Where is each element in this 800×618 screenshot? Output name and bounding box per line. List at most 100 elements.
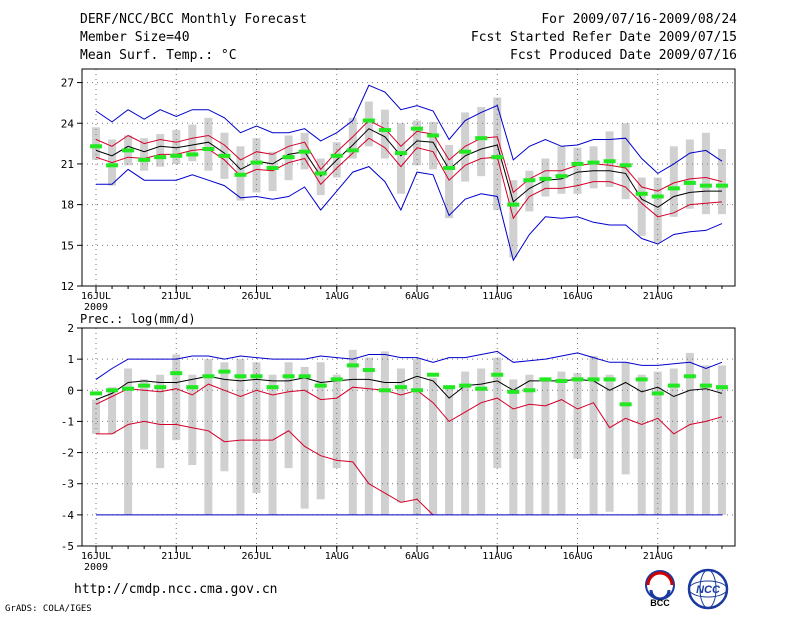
- prec-box: [541, 377, 550, 515]
- temp-line-mean: [95, 128, 722, 208]
- prec-median-marker: [186, 385, 199, 390]
- temp-box: [701, 132, 710, 215]
- temp-xtick-label: 6AUG: [405, 291, 429, 302]
- temp-median-marker: [603, 159, 616, 164]
- temp-year-label: 2009: [84, 302, 108, 313]
- prec-box: [140, 379, 149, 450]
- temp-median-marker: [571, 161, 584, 166]
- temp-median-marker: [154, 155, 167, 160]
- prec-median-marker: [571, 377, 584, 382]
- prec-box: [172, 354, 181, 441]
- temp-box: [557, 146, 566, 194]
- prec-median-marker: [667, 383, 680, 388]
- grads-credit: GrADS: COLA/IGES: [5, 604, 92, 614]
- prec-median-marker: [362, 368, 375, 373]
- temp-ytick-label: 18: [61, 199, 74, 212]
- prec-box: [316, 362, 325, 500]
- temp-median-marker: [699, 183, 712, 188]
- prec-box: [477, 368, 486, 515]
- temp-median-marker: [90, 144, 102, 149]
- temp-box: [477, 106, 486, 177]
- source-url[interactable]: http://cmdp.ncc.cma.gov.cn: [74, 582, 278, 597]
- temp-median-marker: [298, 149, 311, 154]
- temp-median-marker: [587, 160, 600, 165]
- prec-box: [701, 365, 710, 515]
- temp-box: [621, 123, 630, 200]
- temp-box: [413, 120, 421, 166]
- temp-ytick-label: 15: [61, 239, 74, 252]
- temp-box: [445, 144, 454, 219]
- prec-line-min: [96, 420, 434, 516]
- temp-box: [188, 124, 197, 162]
- temp-median-marker: [122, 148, 135, 153]
- temp-median-marker: [539, 176, 552, 181]
- temp-median-marker: [282, 155, 295, 160]
- prec-median-marker: [523, 388, 536, 393]
- prec-ytick-label: -2: [61, 447, 74, 460]
- prec-box: [669, 368, 678, 515]
- prec-box: [525, 374, 534, 515]
- prec-median-marker: [170, 371, 183, 376]
- prec-median-marker: [715, 385, 728, 390]
- temp-box: [637, 177, 646, 236]
- temp-median-marker: [459, 149, 472, 154]
- prec-median-marker: [250, 374, 263, 379]
- prec-box: [461, 371, 470, 515]
- prec-median-marker: [298, 374, 311, 379]
- temp-box: [252, 138, 261, 193]
- prec-box: [413, 359, 421, 515]
- temp-median-marker: [234, 172, 247, 177]
- prec-median-marker: [138, 383, 151, 388]
- temp-box: [525, 170, 534, 212]
- prec-ytick-label: 0: [67, 384, 74, 397]
- prec-box: [156, 374, 165, 469]
- prec-xtick-label: 1AUG: [325, 551, 349, 562]
- prec-box: [268, 374, 277, 515]
- temp-median-marker: [106, 163, 119, 168]
- temp-median-marker: [138, 157, 151, 162]
- temp-xtick-label: 16AUG: [562, 291, 592, 302]
- temp-median-marker: [523, 178, 536, 183]
- temp-xtick-label: 21JUL: [161, 291, 191, 302]
- prec-median-marker: [587, 377, 600, 382]
- prec-box: [124, 368, 133, 515]
- prec-median-marker: [234, 374, 247, 379]
- temp-box: [348, 117, 357, 159]
- prec-box: [380, 351, 389, 515]
- prec-ytick-label: -3: [61, 478, 74, 491]
- temp-median-marker: [330, 153, 343, 158]
- prec-median-marker: [314, 383, 327, 388]
- temp-ytick-label: 12: [61, 280, 74, 293]
- temp-xtick-label: 26JUL: [241, 291, 271, 302]
- temp-median-marker: [667, 186, 680, 191]
- produced-date-label: Fcst Produced Date 2009/07/16: [510, 48, 737, 63]
- prec-median-marker: [266, 385, 279, 390]
- prec-ytick-label: 1: [67, 353, 74, 366]
- prec-median-marker: [106, 388, 119, 393]
- temp-median-marker: [635, 191, 648, 196]
- temp-median-marker: [507, 202, 520, 207]
- temp-box: [92, 127, 100, 160]
- prec-median-marker: [699, 383, 712, 388]
- prec-frame: [81, 327, 736, 547]
- temp-ytick-label: 24: [61, 117, 75, 130]
- prec-median-marker: [346, 363, 359, 368]
- prec-box: [92, 399, 100, 434]
- temp-box: [605, 131, 614, 187]
- prec-line-max: [95, 350, 723, 380]
- temp-median-marker: [427, 133, 440, 138]
- prec-box: [188, 374, 197, 466]
- prec-median-marker: [635, 377, 648, 382]
- prec-median-marker: [683, 374, 696, 379]
- prec-median-marker: [475, 386, 488, 391]
- temp-xtick-label: 16JUL: [81, 291, 111, 302]
- temp-median-marker: [683, 180, 696, 185]
- temp-box: [653, 177, 662, 243]
- temp-median-marker: [715, 183, 728, 188]
- prec-panel: -5 -4 -3 -2 -1 0 1 2 16JUL 21JUL 26JUL 1AUG 6AUG 11AU…: [61, 322, 736, 573]
- temp-median-marker: [362, 118, 375, 123]
- ncc-logo-text: NCC: [696, 584, 721, 596]
- prec-box: [493, 357, 502, 469]
- variable-label: Mean Surf. Temp.: °C: [80, 48, 237, 63]
- prec-median-marker: [202, 374, 215, 379]
